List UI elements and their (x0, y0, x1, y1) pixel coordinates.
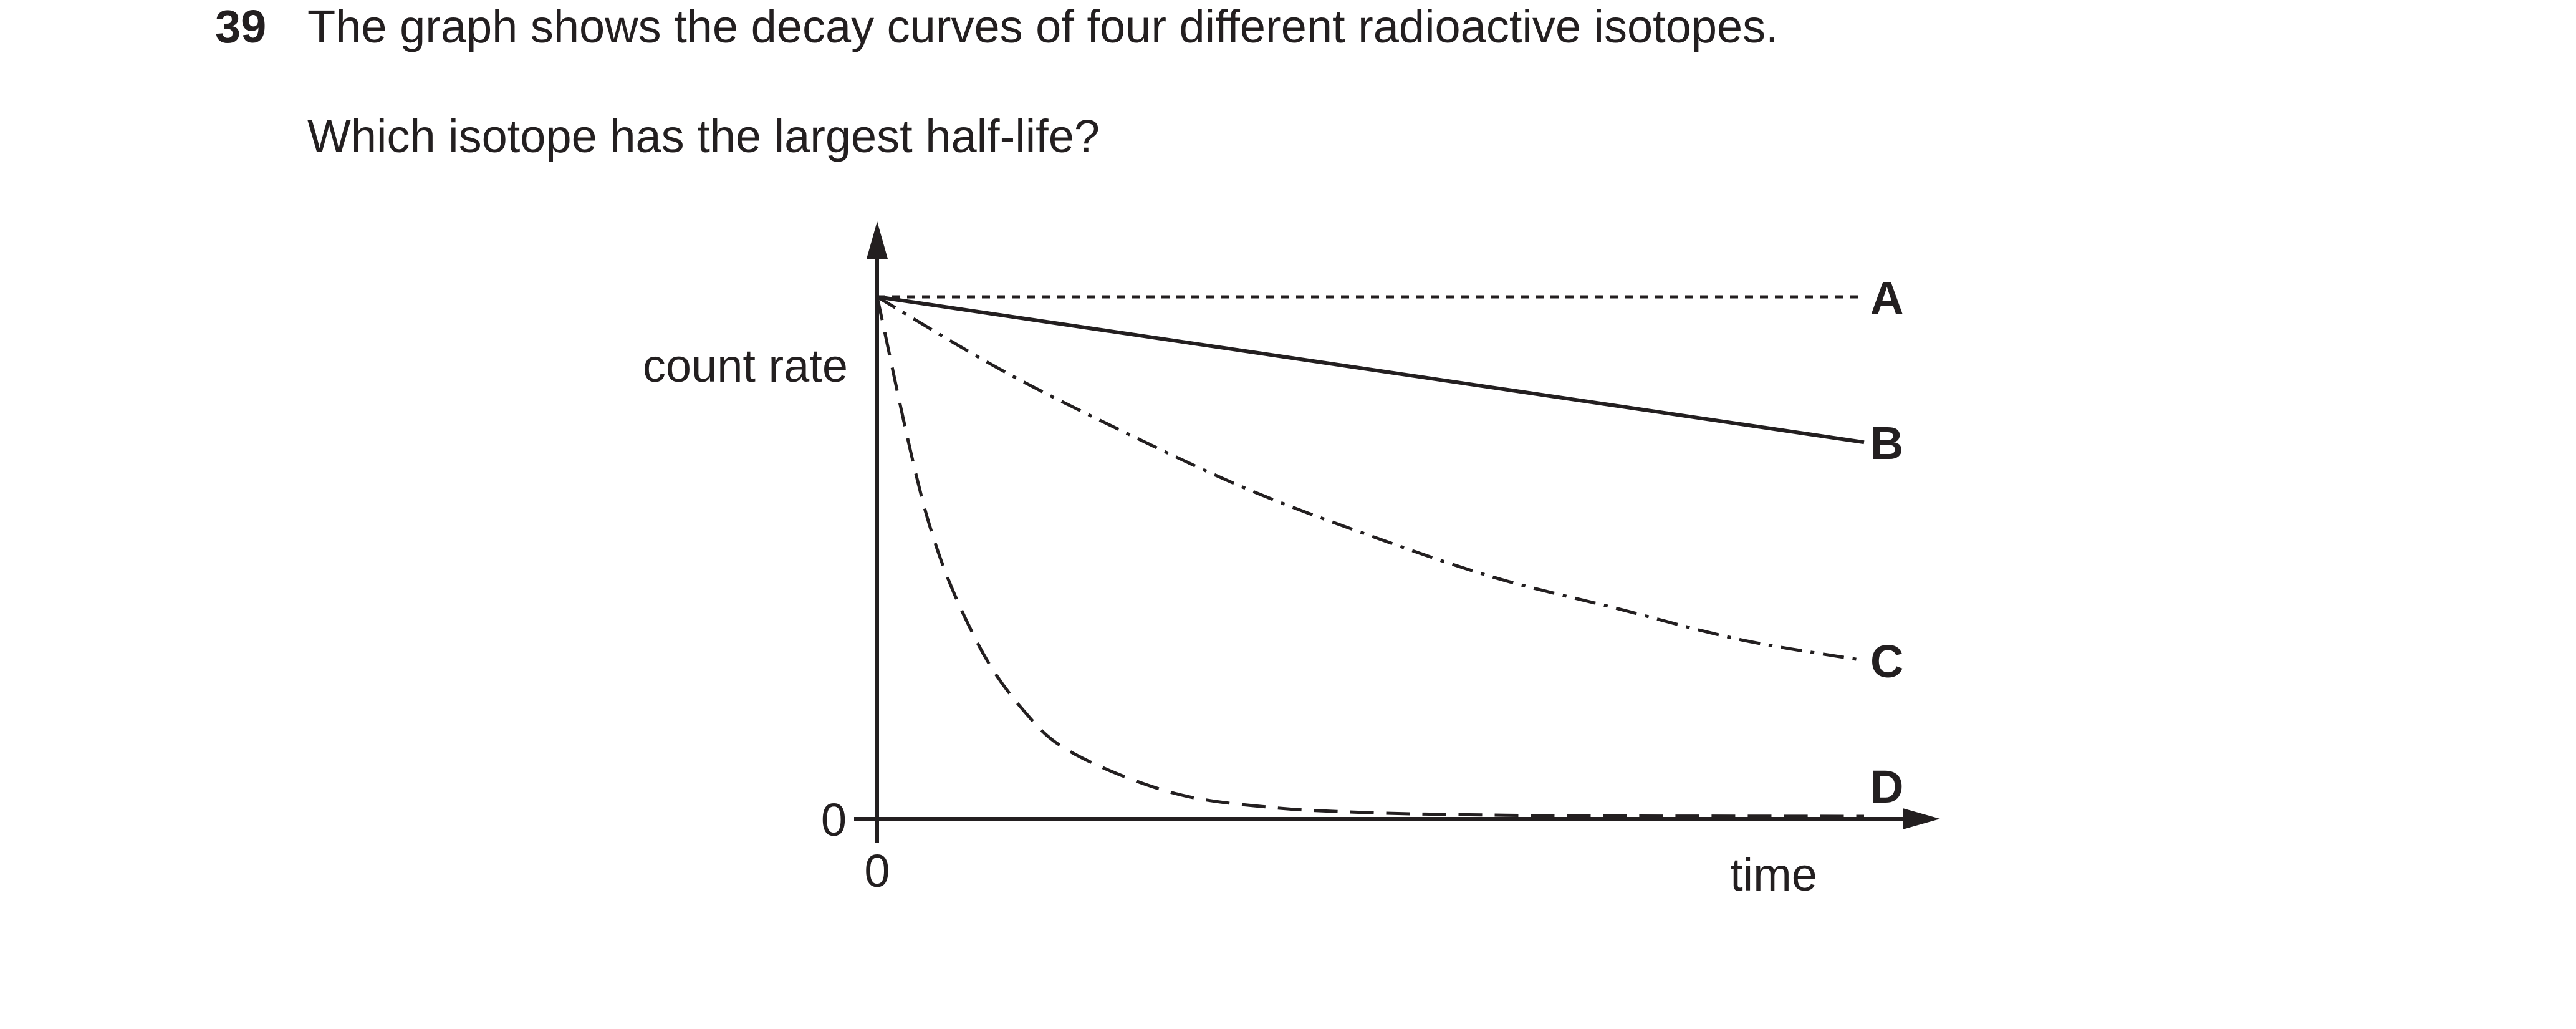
y-axis-arrow (867, 221, 888, 259)
curve-d (875, 296, 1865, 818)
y-axis-label: count rate (643, 340, 848, 392)
curve-label-d: D (1870, 761, 1903, 813)
y-origin-label: 0 (821, 794, 847, 846)
decay-curves: A B C D (875, 272, 1903, 818)
curve-label-c: C (1870, 635, 1903, 687)
curve-label-b: B (1870, 417, 1903, 469)
x-axis-label: time (1730, 849, 1817, 901)
curve-label-a: A (1870, 272, 1903, 324)
curve-c (876, 295, 1865, 662)
x-axis-arrow (1903, 808, 1940, 829)
x-origin-label: 0 (864, 845, 890, 897)
question-prompt: Which isotope has the largest half-life? (307, 110, 1100, 162)
question-number: 39 (215, 1, 267, 52)
curve-b (877, 295, 1865, 445)
question-text: The graph shows the decay curves of four… (307, 1, 1779, 52)
